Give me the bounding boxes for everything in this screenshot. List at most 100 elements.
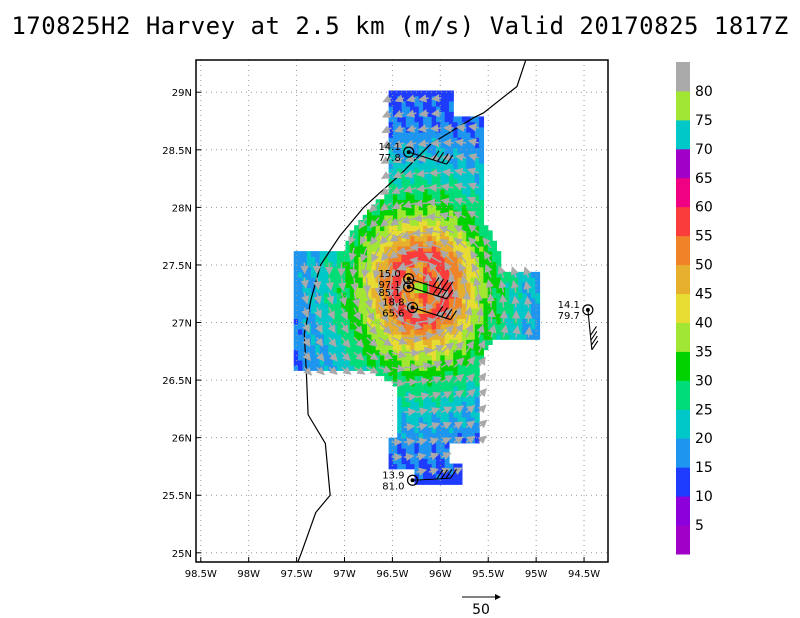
wind-speed-cell — [440, 442, 446, 449]
wind-vector-icon — [348, 232, 357, 246]
wind-speed-cell — [444, 370, 450, 377]
wind-speed-cell — [448, 194, 454, 200]
wind-speed-cell — [535, 328, 541, 335]
wind-speed-cell — [405, 427, 411, 434]
wind-speed-cell — [405, 370, 411, 377]
wind-speed-cell — [315, 318, 321, 325]
wind-speed-cell — [367, 277, 372, 283]
wind-speed-cell — [436, 458, 441, 465]
wind-vector-icon — [485, 278, 494, 293]
wind-vector-icon — [403, 348, 420, 358]
wind-speed-cell — [336, 297, 342, 304]
wind-speed-cell — [427, 380, 433, 387]
wind-speed-cell — [358, 266, 364, 273]
wind-speed-cell — [332, 277, 338, 283]
wind-speed-cell — [423, 173, 428, 180]
wind-speed-cell — [384, 209, 390, 216]
wind-speed-cell — [453, 178, 459, 185]
colorbar-label: 60 — [695, 200, 713, 216]
wind-vector-icon — [428, 376, 443, 385]
wind-speed-cell — [453, 401, 459, 408]
wind-speed-cell — [354, 266, 360, 273]
wind-barb-feather — [590, 335, 598, 346]
wind-speed-cell — [384, 375, 390, 382]
wind-speed-cell — [431, 188, 437, 195]
wind-speed-cell — [466, 266, 472, 273]
wind-vector-icon — [465, 323, 474, 338]
wind-speed-cell — [427, 432, 433, 439]
wind-speed-cell — [436, 147, 441, 154]
wind-speed-cell — [436, 188, 441, 195]
wind-speed-cell — [470, 334, 476, 340]
wind-speed-cell — [436, 163, 441, 169]
wind-speed-cell — [535, 334, 541, 340]
wind-speed-cell — [496, 261, 502, 268]
wind-speed-cell — [509, 302, 515, 309]
wind-speed-cell — [440, 370, 446, 377]
wind-speed-cell — [483, 245, 489, 252]
wind-speed-cell — [392, 137, 398, 143]
wind-speed-cell — [423, 220, 428, 226]
wind-speed-cell — [427, 453, 433, 459]
wind-speed-cell — [423, 473, 428, 480]
wind-speed-cell — [414, 147, 420, 154]
wind-speed-cell — [410, 209, 416, 216]
wind-speed-cell — [319, 344, 325, 351]
wind-speed-cell — [392, 126, 398, 133]
wind-speed-cell — [474, 313, 480, 320]
wind-speed-cell — [440, 220, 446, 226]
wind-speed-cell — [410, 178, 416, 185]
wind-speed-cell — [401, 453, 407, 459]
wind-speed-cell — [427, 111, 433, 118]
wind-vector-icon — [460, 275, 469, 293]
wind-vector-icon — [300, 277, 309, 289]
colorbar-swatch — [676, 235, 690, 266]
wind-speed-cell — [448, 163, 454, 169]
wind-speed-cell — [405, 380, 411, 387]
sonde-observation: 85.1 — [378, 281, 454, 300]
wind-speed-cell — [448, 251, 454, 257]
wind-speed-cell — [405, 194, 411, 200]
wind-speed-cell — [397, 406, 403, 413]
wind-speed-cell — [466, 401, 472, 408]
wind-speed-cell — [457, 142, 463, 149]
wind-speed-cell — [474, 240, 480, 247]
wind-vector-icon — [426, 198, 442, 207]
wind-speed-cell — [392, 453, 398, 459]
wind-speed-cell — [298, 292, 303, 299]
wind-speed-cell — [332, 271, 338, 278]
wind-speed-cell — [440, 448, 446, 454]
wind-speed-cell — [423, 209, 428, 216]
wind-vector-icon — [428, 467, 439, 476]
wind-speed-cell — [453, 479, 459, 485]
wind-speed-cell — [306, 349, 312, 356]
wind-speed-cell — [461, 318, 467, 325]
wind-speed-cell — [479, 137, 485, 143]
wind-speed-cell — [388, 240, 394, 247]
wind-speed-cell — [306, 344, 312, 351]
wind-speed-cell — [461, 308, 467, 314]
wind-speed-cell — [388, 375, 394, 382]
wind-speed-cell — [453, 323, 459, 330]
wind-speed-cell — [401, 106, 407, 112]
wind-speed-cell — [427, 137, 433, 143]
wind-speed-cell — [397, 432, 403, 439]
wind-vector-icon — [327, 322, 336, 334]
wind-speed-cell — [448, 365, 454, 371]
wind-speed-cell — [375, 370, 381, 377]
wind-speed-cell — [470, 245, 476, 252]
wind-speed-cell — [522, 308, 528, 314]
wind-speed-cell — [388, 370, 394, 377]
lat-tick-label: 26.5N — [162, 376, 192, 387]
wind-speed-cell — [328, 344, 334, 351]
wind-speed-cell — [431, 473, 437, 480]
wind-vector-icon — [426, 212, 442, 222]
colorbar-label: 40 — [695, 315, 713, 331]
wind-speed-cell — [427, 194, 433, 200]
wind-speed-cell — [392, 463, 398, 470]
plot-frame — [195, 59, 609, 563]
wind-speed-cell — [479, 131, 485, 138]
wind-speed-cell — [517, 323, 523, 330]
wind-speed-cell — [474, 416, 480, 423]
colorbar-label: 15 — [695, 460, 713, 476]
